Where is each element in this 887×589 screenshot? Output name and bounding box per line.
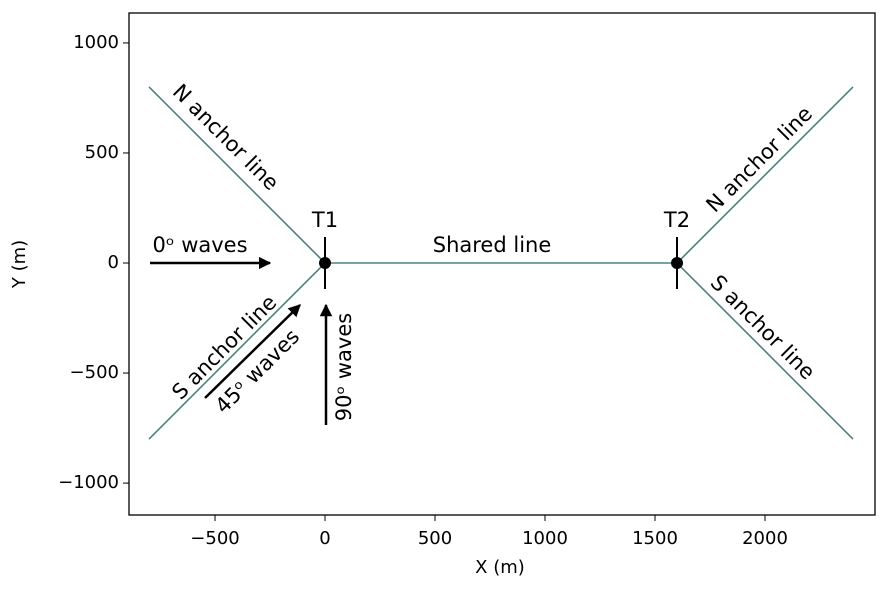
mooring-line (148, 262, 326, 440)
x-tick-label: −500 (190, 528, 239, 549)
wave-arrow (204, 304, 301, 399)
annotation: N anchor line (701, 101, 817, 217)
y-tick-label: 0 (108, 252, 119, 273)
x-tick-label: 2000 (742, 528, 788, 549)
mooring-line (148, 86, 326, 264)
x-tick-label: 0 (319, 528, 330, 549)
y-axis-label: Y (m) (9, 240, 30, 289)
x-axis-label: X (m) (475, 557, 525, 578)
x-tick-label: 500 (418, 528, 452, 549)
y-tick-label: −500 (70, 362, 119, 383)
annotation: Shared line (433, 233, 552, 257)
mooring-line (676, 86, 854, 264)
y-tick-label: 1000 (73, 32, 119, 53)
annotation: 90ᵒ waves (332, 313, 356, 421)
x-tick-label: 1500 (632, 528, 678, 549)
plot-frame (128, 12, 876, 516)
mooring-line (676, 262, 854, 440)
annotation: N anchor line (168, 79, 284, 195)
y-tick-label: −1000 (58, 472, 119, 493)
y-tick-label: 500 (85, 142, 119, 163)
annotation: S anchor line (706, 270, 820, 384)
turbine (319, 257, 332, 270)
turbine (671, 257, 684, 270)
annotation: 0ᵒ waves (152, 233, 247, 257)
turbine-label: T1 (311, 208, 338, 232)
turbine-label: T2 (663, 208, 690, 232)
x-tick-label: 1000 (522, 528, 568, 549)
